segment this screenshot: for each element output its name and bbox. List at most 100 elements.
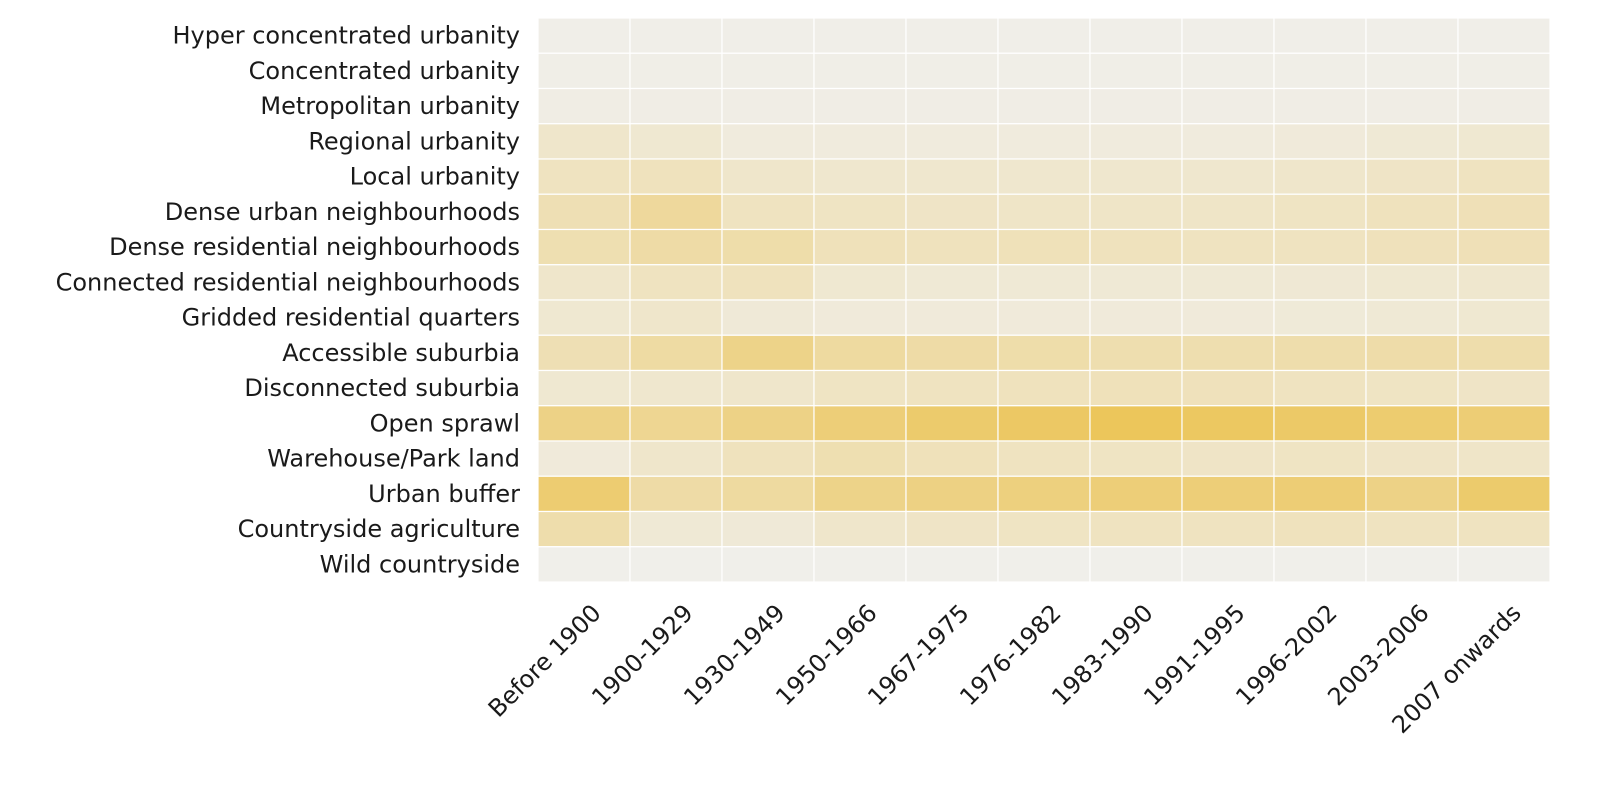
- heatmap-cell-concentrated-urbanity-1996-2002: [1273, 52, 1367, 90]
- heatmap-cell-gridded-residential-quarters-1996-2002: [1273, 299, 1367, 336]
- heatmap-cell-metropolitan-urbanity-2003-2006: [1365, 87, 1459, 125]
- heatmap-cell-local-urbanity-1967-1975: [905, 158, 999, 195]
- heatmap-cell-local-urbanity-1996-2002: [1273, 158, 1367, 195]
- heatmap-cell-metropolitan-urbanity-1900-1929: [629, 87, 723, 125]
- heatmap-cell-wild-countryside-1976-1982: [997, 546, 1091, 583]
- heatmap-cell-connected-residential-neighbourhoods-1900-1929: [629, 264, 723, 301]
- heatmap-cell-hyper-concentrated-urbanity-1967-1975: [905, 17, 999, 54]
- heatmap-cell-dense-urban-neighbourhoods-1991-1995: [1181, 193, 1275, 231]
- heatmap-cell-dense-residential-neighbourhoods-1983-1990: [1089, 228, 1183, 266]
- heatmap-cell-regional-urbanity-1996-2002: [1273, 123, 1367, 160]
- heatmap-cell-dense-urban-neighbourhoods-1900-1929: [629, 193, 723, 231]
- heatmap-cell-wild-countryside-1967-1975: [905, 546, 999, 583]
- heatmap-cell-concentrated-urbanity-1900-1929: [629, 52, 723, 90]
- heatmap-cell-connected-residential-neighbourhoods-before-1900: [537, 264, 631, 301]
- heatmap-cell-wild-countryside-before-1900: [537, 546, 631, 583]
- heatmap-cell-warehouse-park-land-1991-1995: [1181, 440, 1275, 477]
- heatmap-cell-dense-urban-neighbourhoods-1996-2002: [1273, 193, 1367, 231]
- heatmap-cell-wild-countryside-1991-1995: [1181, 546, 1275, 583]
- heatmap-cell-dense-residential-neighbourhoods-1900-1929: [629, 228, 723, 266]
- row-label-connected-residential-neighbourhoods: Connected residential neighbourhoods: [56, 268, 520, 296]
- heatmap-cell-urban-buffer-1983-1990: [1089, 475, 1183, 513]
- row-label-regional-urbanity: Regional urbanity: [308, 127, 520, 155]
- heatmap-cell-open-sprawl-2007-onwards: [1457, 405, 1551, 442]
- heatmap-cell-concentrated-urbanity-1967-1975: [905, 52, 999, 90]
- heatmap-cell-concentrated-urbanity-1983-1990: [1089, 52, 1183, 90]
- heatmap-cell-regional-urbanity-1991-1995: [1181, 123, 1275, 160]
- heatmap-cell-warehouse-park-land-before-1900: [537, 440, 631, 477]
- heatmap-cell-urban-buffer-1991-1995: [1181, 475, 1275, 513]
- heatmap-cell-hyper-concentrated-urbanity-1983-1990: [1089, 17, 1183, 54]
- heatmap-cell-dense-urban-neighbourhoods-2007-onwards: [1457, 193, 1551, 231]
- heatmap-cell-local-urbanity-1983-1990: [1089, 158, 1183, 195]
- heatmap-cell-local-urbanity-1991-1995: [1181, 158, 1275, 195]
- heatmap-cell-disconnected-suburbia-1991-1995: [1181, 369, 1275, 407]
- heatmap-cell-disconnected-suburbia-1950-1966: [813, 369, 907, 407]
- heatmap-cell-disconnected-suburbia-before-1900: [537, 369, 631, 407]
- heatmap-cell-warehouse-park-land-2007-onwards: [1457, 440, 1551, 477]
- heatmap-cell-accessible-suburbia-2007-onwards: [1457, 334, 1551, 372]
- heatmap-cell-urban-buffer-1900-1929: [629, 475, 723, 513]
- heatmap-cell-connected-residential-neighbourhoods-1950-1966: [813, 264, 907, 301]
- heatmap-cell-accessible-suburbia-1976-1982: [997, 334, 1091, 372]
- heatmap-cell-warehouse-park-land-1900-1929: [629, 440, 723, 477]
- heatmap-cell-accessible-suburbia-1900-1929: [629, 334, 723, 372]
- heatmap-cell-hyper-concentrated-urbanity-before-1900: [537, 17, 631, 54]
- heatmap-cell-warehouse-park-land-1983-1990: [1089, 440, 1183, 477]
- heatmap-cell-connected-residential-neighbourhoods-1983-1990: [1089, 264, 1183, 301]
- row-label-dense-urban-neighbourhoods: Dense urban neighbourhoods: [165, 198, 520, 226]
- heatmap-cell-gridded-residential-quarters-1976-1982: [997, 299, 1091, 336]
- heatmap-cell-countryside-agriculture-1983-1990: [1089, 510, 1183, 548]
- heatmap-cell-regional-urbanity-1983-1990: [1089, 123, 1183, 160]
- heatmap-cell-disconnected-suburbia-1930-1949: [721, 369, 815, 407]
- heatmap-cell-open-sprawl-1983-1990: [1089, 405, 1183, 442]
- heatmap-cell-open-sprawl-2003-2006: [1365, 405, 1459, 442]
- column-labels: Before 19001900-19291930-19491950-196619…: [483, 599, 1527, 739]
- heatmap-cell-local-urbanity-2003-2006: [1365, 158, 1459, 195]
- heatmap-cell-connected-residential-neighbourhoods-1996-2002: [1273, 264, 1367, 301]
- heatmap-cell-dense-residential-neighbourhoods-2003-2006: [1365, 228, 1459, 266]
- heatmap-cell-open-sprawl-1900-1929: [629, 405, 723, 442]
- heatmap-cell-connected-residential-neighbourhoods-2003-2006: [1365, 264, 1459, 301]
- heatmap-cell-disconnected-suburbia-2007-onwards: [1457, 369, 1551, 407]
- row-label-countryside-agriculture: Countryside agriculture: [238, 515, 520, 543]
- heatmap-cell-dense-residential-neighbourhoods-1967-1975: [905, 228, 999, 266]
- heatmap-cell-dense-residential-neighbourhoods-1930-1949: [721, 228, 815, 266]
- heatmap-cell-countryside-agriculture-2007-onwards: [1457, 510, 1551, 548]
- heatmap-cell-connected-residential-neighbourhoods-1976-1982: [997, 264, 1091, 301]
- heatmap-cell-urban-buffer-2007-onwards: [1457, 475, 1551, 513]
- heatmap-cell-gridded-residential-quarters-2007-onwards: [1457, 299, 1551, 336]
- heatmap-cell-gridded-residential-quarters-1967-1975: [905, 299, 999, 336]
- heatmap-cell-dense-residential-neighbourhoods-1950-1966: [813, 228, 907, 266]
- heatmap-cell-urban-buffer-1976-1982: [997, 475, 1091, 513]
- heatmap-cell-local-urbanity-1950-1966: [813, 158, 907, 195]
- heatmap-cell-countryside-agriculture-1950-1966: [813, 510, 907, 548]
- heatmap-cell-dense-residential-neighbourhoods-1996-2002: [1273, 228, 1367, 266]
- heatmap-cell-gridded-residential-quarters-before-1900: [537, 299, 631, 336]
- heatmap-cell-local-urbanity-1900-1929: [629, 158, 723, 195]
- heatmap-cell-disconnected-suburbia-1900-1929: [629, 369, 723, 407]
- heatmap-cell-accessible-suburbia-2003-2006: [1365, 334, 1459, 372]
- heatmap-cell-local-urbanity-1930-1949: [721, 158, 815, 195]
- heatmap-cell-dense-residential-neighbourhoods-before-1900: [537, 228, 631, 266]
- heatmap-cell-wild-countryside-1950-1966: [813, 546, 907, 583]
- row-label-metropolitan-urbanity: Metropolitan urbanity: [260, 92, 520, 120]
- heatmap-cell-urban-buffer-1967-1975: [905, 475, 999, 513]
- heatmap-cell-regional-urbanity-2007-onwards: [1457, 123, 1551, 160]
- heatmap-cell-hyper-concentrated-urbanity-1930-1949: [721, 17, 815, 54]
- heatmap-cell-connected-residential-neighbourhoods-1991-1995: [1181, 264, 1275, 301]
- heatmap-cell-warehouse-park-land-1930-1949: [721, 440, 815, 477]
- heatmap-cell-wild-countryside-1983-1990: [1089, 546, 1183, 583]
- heatmap-cell-warehouse-park-land-1950-1966: [813, 440, 907, 477]
- row-label-hyper-concentrated-urbanity: Hyper concentrated urbanity: [172, 22, 520, 50]
- heatmap-cell-warehouse-park-land-1967-1975: [905, 440, 999, 477]
- row-label-wild-countryside: Wild countryside: [320, 550, 520, 578]
- heatmap-cell-metropolitan-urbanity-1991-1995: [1181, 87, 1275, 125]
- heatmap-cell-urban-buffer-1950-1966: [813, 475, 907, 513]
- heatmap-cell-gridded-residential-quarters-1930-1949: [721, 299, 815, 336]
- heatmap-cell-countryside-agriculture-before-1900: [537, 510, 631, 548]
- heatmap-cell-open-sprawl-before-1900: [537, 405, 631, 442]
- heatmap-cell-hyper-concentrated-urbanity-1976-1982: [997, 17, 1091, 54]
- heatmap-cell-accessible-suburbia-1930-1949: [721, 334, 815, 372]
